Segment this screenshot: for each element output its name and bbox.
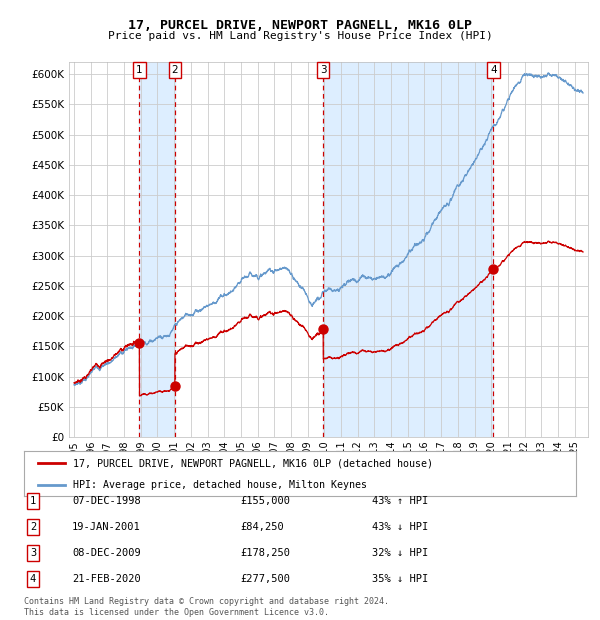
Bar <box>323 62 493 437</box>
Text: 43% ↓ HPI: 43% ↓ HPI <box>372 522 428 532</box>
Text: 08-DEC-2009: 08-DEC-2009 <box>72 548 141 558</box>
Text: HPI: Average price, detached house, Milton Keynes: HPI: Average price, detached house, Milt… <box>73 480 367 490</box>
Text: 35% ↓ HPI: 35% ↓ HPI <box>372 574 428 584</box>
Text: 4: 4 <box>490 65 497 75</box>
Text: This data is licensed under the Open Government Licence v3.0.: This data is licensed under the Open Gov… <box>24 608 329 617</box>
Text: 2: 2 <box>30 522 36 532</box>
Text: 1: 1 <box>136 65 143 75</box>
Text: 07-DEC-1998: 07-DEC-1998 <box>72 496 141 506</box>
Text: £277,500: £277,500 <box>240 574 290 584</box>
Text: 4: 4 <box>30 574 36 584</box>
Text: £84,250: £84,250 <box>240 522 284 532</box>
Text: £155,000: £155,000 <box>240 496 290 506</box>
Text: 17, PURCEL DRIVE, NEWPORT PAGNELL, MK16 0LP: 17, PURCEL DRIVE, NEWPORT PAGNELL, MK16 … <box>128 19 472 32</box>
Text: Price paid vs. HM Land Registry's House Price Index (HPI): Price paid vs. HM Land Registry's House … <box>107 31 493 41</box>
Text: 3: 3 <box>320 65 326 75</box>
Text: Contains HM Land Registry data © Crown copyright and database right 2024.: Contains HM Land Registry data © Crown c… <box>24 597 389 606</box>
Text: 19-JAN-2001: 19-JAN-2001 <box>72 522 141 532</box>
Text: 17, PURCEL DRIVE, NEWPORT PAGNELL, MK16 0LP (detached house): 17, PURCEL DRIVE, NEWPORT PAGNELL, MK16 … <box>73 458 433 469</box>
Text: 1: 1 <box>30 496 36 506</box>
Text: 32% ↓ HPI: 32% ↓ HPI <box>372 548 428 558</box>
Text: 3: 3 <box>30 548 36 558</box>
Text: 21-FEB-2020: 21-FEB-2020 <box>72 574 141 584</box>
Bar <box>139 62 175 437</box>
Text: 43% ↑ HPI: 43% ↑ HPI <box>372 496 428 506</box>
Text: 2: 2 <box>172 65 178 75</box>
Text: £178,250: £178,250 <box>240 548 290 558</box>
